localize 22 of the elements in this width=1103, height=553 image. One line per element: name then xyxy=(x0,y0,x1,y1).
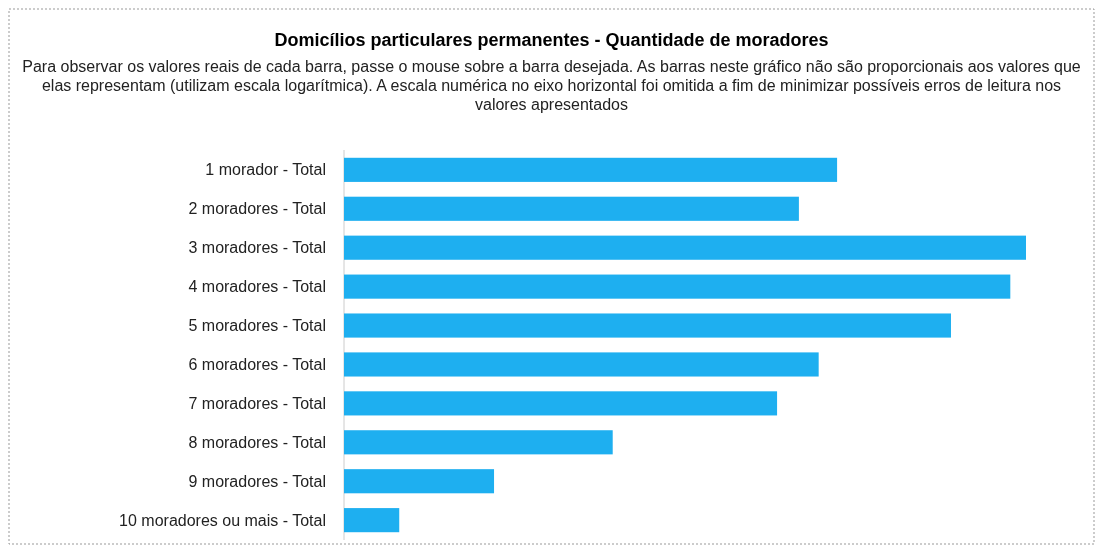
bar xyxy=(344,430,613,455)
bar xyxy=(344,508,400,533)
bar xyxy=(344,352,819,377)
y-tick-label: 6 moradores - Total xyxy=(188,356,326,374)
y-tick-label: 8 moradores - Total xyxy=(188,433,326,451)
chart-title: Domicílios particulares permanentes - Quantidade de moradores xyxy=(274,30,829,50)
y-tick-label: 5 moradores - Total xyxy=(188,317,326,335)
y-tick-label: 3 moradores - Total xyxy=(188,239,326,257)
bar xyxy=(344,157,838,182)
y-tick-label: 10 moradores ou mais - Total xyxy=(119,511,326,529)
y-tick-label: 1 morador - Total xyxy=(205,161,326,179)
y-tick-label: 9 moradores - Total xyxy=(188,472,326,490)
bar xyxy=(344,391,778,416)
y-tick-label: 2 moradores - Total xyxy=(188,200,326,218)
bar xyxy=(344,274,1011,299)
bar xyxy=(344,235,1026,260)
bar xyxy=(344,313,951,338)
chart-subtitle: Para observar os valores reais de cada barra, passe o mouse sobre a barra desejada. As barras neste gráfico não são proporcionais aos valores que elas representam (utilizam escala logarítmica). A escala numérica no eixo horizontal foi omitida a fim de minimizar possíveis erros de leitura nos valores apresentados xyxy=(22,58,1081,113)
y-tick-label: 7 moradores - Total xyxy=(188,394,326,412)
y-tick-label: 4 moradores - Total xyxy=(188,278,326,296)
bar xyxy=(344,196,799,221)
bar xyxy=(344,469,495,494)
